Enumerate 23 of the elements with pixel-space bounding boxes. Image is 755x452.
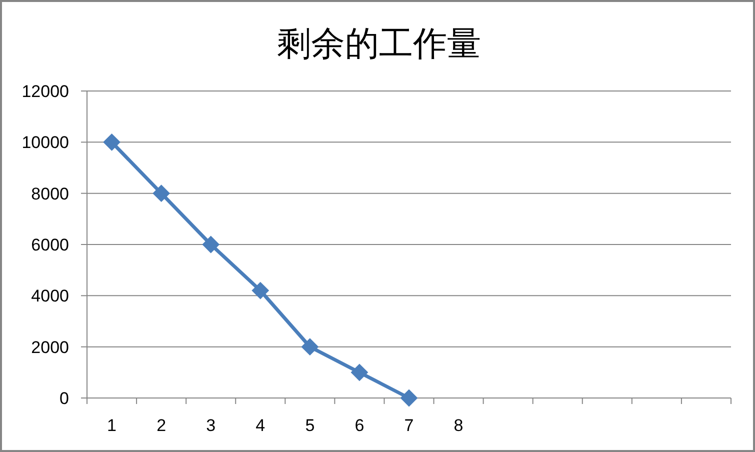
point — [350, 364, 368, 381]
y-tick-label: 10000 — [22, 133, 69, 152]
point — [103, 134, 120, 151]
x-tick-label: 1 — [107, 416, 117, 435]
point — [202, 236, 220, 253]
x-tick-label: 6 — [354, 416, 364, 435]
x-tick-label: 7 — [404, 416, 414, 435]
point — [301, 338, 318, 356]
x-tick-label: 8 — [454, 416, 464, 435]
x-tick-label: 5 — [305, 416, 315, 435]
chart-title: 剩余的工作量 — [277, 24, 481, 64]
point — [400, 390, 418, 406]
x-tick-label: 3 — [206, 416, 216, 435]
y-tick-label: 2000 — [31, 338, 69, 357]
point — [152, 184, 170, 202]
y-tick-label: 6000 — [31, 235, 69, 254]
x-tick-label: 4 — [256, 416, 266, 435]
point — [252, 282, 269, 300]
y-tick-label: 12000 — [22, 82, 69, 101]
x-tick-label: 2 — [156, 416, 166, 435]
y-tick-label: 0 — [60, 388, 69, 408]
y-tick-label: 8000 — [31, 184, 69, 204]
y-tick-label: 4000 — [31, 286, 69, 306]
